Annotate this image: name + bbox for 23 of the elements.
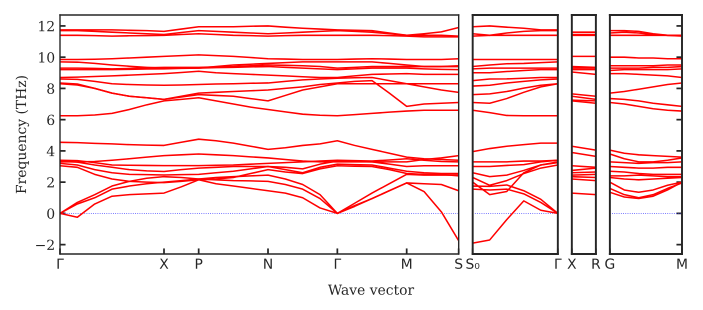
x-tick-label: S₀ [466,258,480,269]
x-tick-label: M [402,258,412,269]
x-tick-label: X [160,258,168,269]
y-tick-label: 12 [39,20,54,32]
y-tick-label: 4 [46,146,54,156]
x-tick-label: R [592,258,600,269]
y-tick-label: 10 [39,52,54,63]
x-tick-label: P [196,258,202,269]
x-tick-label: Γ [555,258,562,269]
x-axis-title: Wave vector [328,284,414,295]
y-tick-label: −2 [36,240,54,250]
x-tick-label: S [455,258,462,269]
y-tick-label: 6 [47,114,54,126]
y-tick-label: 2 [47,177,54,188]
y-tick-label: 0 [47,208,54,219]
y-tick-label: 8 [47,83,54,94]
x-tick-label: X [567,258,576,269]
x-tick-label: G [605,258,614,269]
x-tick-label: M [677,258,687,269]
x-tick-label: Γ [57,258,64,269]
y-axis-title: Frequency (THz) [15,76,30,194]
x-tick-label: Γ [334,258,342,269]
x-tick-label: N [264,258,272,269]
